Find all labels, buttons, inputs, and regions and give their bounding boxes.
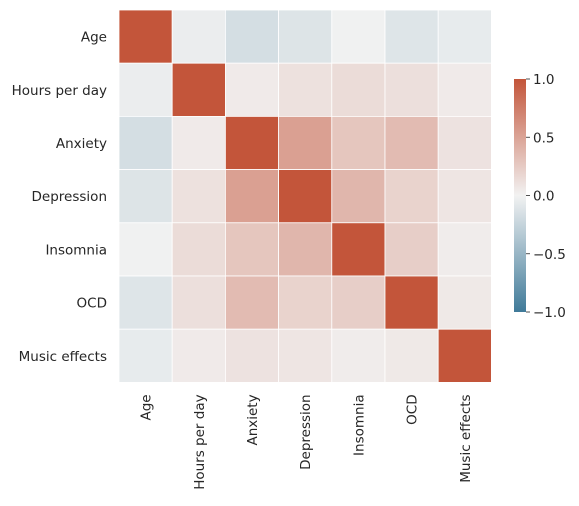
heatmap-cell-age-ocd <box>384 9 439 64</box>
heatmap-cell-ocd-anxiety <box>224 275 279 330</box>
heatmap-cell-anxiety-age <box>118 116 173 171</box>
y-tick-label-anxiety: Anxiety <box>56 136 107 152</box>
x-tick-label-ocd: OCD <box>405 394 421 424</box>
heatmap-cell-hours-per-day-music-effects <box>437 62 492 117</box>
heatmap-cell-age-depression <box>278 9 333 64</box>
x-tick-label-depression: Depression <box>298 394 314 469</box>
heatmap-cell-music-effects-ocd <box>384 328 439 383</box>
heatmap-cell-insomnia-anxiety <box>224 222 279 277</box>
colorbar-tick-label: −0.5 <box>533 247 566 263</box>
heatmap-cell-depression-insomnia <box>331 169 386 224</box>
heatmap-cell-music-effects-anxiety <box>224 328 279 383</box>
heatmap-cell-depression-ocd <box>384 169 439 224</box>
y-tick-label-insomnia: Insomnia <box>45 242 107 258</box>
heatmap-cell-anxiety-anxiety <box>224 116 279 171</box>
heatmap-cell-insomnia-depression <box>278 222 333 277</box>
heatmap-cell-anxiety-hours-per-day <box>171 116 226 171</box>
colorbar-tick-label: 0.0 <box>533 189 554 205</box>
heatmap-cell-depression-music-effects <box>437 169 492 224</box>
heatmap-cell-ocd-depression <box>278 275 333 330</box>
y-tick-label-depression: Depression <box>32 189 107 205</box>
heatmap-cell-age-hours-per-day <box>171 9 226 64</box>
x-tick-label-insomnia: Insomnia <box>351 394 367 456</box>
y-tick-label-hours-per-day: Hours per day <box>12 83 107 99</box>
heatmap-cell-insomnia-music-effects <box>437 222 492 277</box>
heatmap-cell-insomnia-ocd <box>384 222 439 277</box>
heatmap-cell-insomnia-age <box>118 222 173 277</box>
x-tick-label-anxiety: Anxiety <box>245 394 261 445</box>
colorbar-tick-label: 0.5 <box>533 130 554 146</box>
heatmap-cell-depression-anxiety <box>224 169 279 224</box>
heatmap-cell-music-effects-insomnia <box>331 328 386 383</box>
heatmap-cell-hours-per-day-age <box>118 62 173 117</box>
heatmap-cell-anxiety-ocd <box>384 116 439 171</box>
heatmap-cell-music-effects-age <box>118 328 173 383</box>
heatmap-cell-hours-per-day-anxiety <box>224 62 279 117</box>
heatmap-cell-ocd-music-effects <box>437 275 492 330</box>
colorbar-gradient <box>514 79 526 312</box>
heatmap-cell-age-music-effects <box>437 9 492 64</box>
heatmap-cell-ocd-ocd <box>384 275 439 330</box>
y-axis-tick-labels: Age Hours per day Anxiety Depression Insomni… <box>12 30 107 365</box>
heatmap-cell-anxiety-insomnia <box>331 116 386 171</box>
heatmap-cell-anxiety-depression <box>278 116 333 171</box>
heatmap-cells <box>118 9 492 383</box>
heatmap-cell-anxiety-music-effects <box>437 116 492 171</box>
heatmap-cell-depression-age <box>118 169 173 224</box>
y-tick-label-music-effects: Music effects <box>19 349 107 365</box>
heatmap-cell-insomnia-insomnia <box>331 222 386 277</box>
heatmap-cell-age-age <box>118 9 173 64</box>
y-tick-label-age: Age <box>81 30 107 46</box>
x-axis-tick-labels: Age Hours per day Anxiety Depression Insomni… <box>139 394 474 489</box>
x-tick-label-hours-per-day: Hours per day <box>192 394 208 489</box>
heatmap-cell-ocd-insomnia <box>331 275 386 330</box>
heatmap-cell-hours-per-day-hours-per-day <box>171 62 226 117</box>
heatmap-cell-music-effects-music-effects <box>437 328 492 383</box>
heatmap-cell-depression-depression <box>278 169 333 224</box>
heatmap-cell-ocd-hours-per-day <box>171 275 226 330</box>
colorbar-tick-label: 1.0 <box>533 72 554 88</box>
heatmap-cell-depression-hours-per-day <box>171 169 226 224</box>
colorbar-tick-label: −1.0 <box>533 305 566 321</box>
x-tick-label-age: Age <box>139 394 155 420</box>
x-tick-label-music-effects: Music effects <box>458 394 474 482</box>
y-tick-label-ocd: OCD <box>77 296 107 312</box>
heatmap-cell-music-effects-depression <box>278 328 333 383</box>
heatmap-cell-hours-per-day-insomnia <box>331 62 386 117</box>
colorbar: −1.0 −0.5 0.0 0.5 1.0 <box>514 72 566 321</box>
heatmap-cell-hours-per-day-ocd <box>384 62 439 117</box>
heatmap-cell-ocd-age <box>118 275 173 330</box>
heatmap-cell-age-insomnia <box>331 9 386 64</box>
heatmap-cell-age-anxiety <box>224 9 279 64</box>
heatmap-cell-insomnia-hours-per-day <box>171 222 226 277</box>
heatmap-cell-hours-per-day-depression <box>278 62 333 117</box>
heatmap-cell-music-effects-hours-per-day <box>171 328 226 383</box>
